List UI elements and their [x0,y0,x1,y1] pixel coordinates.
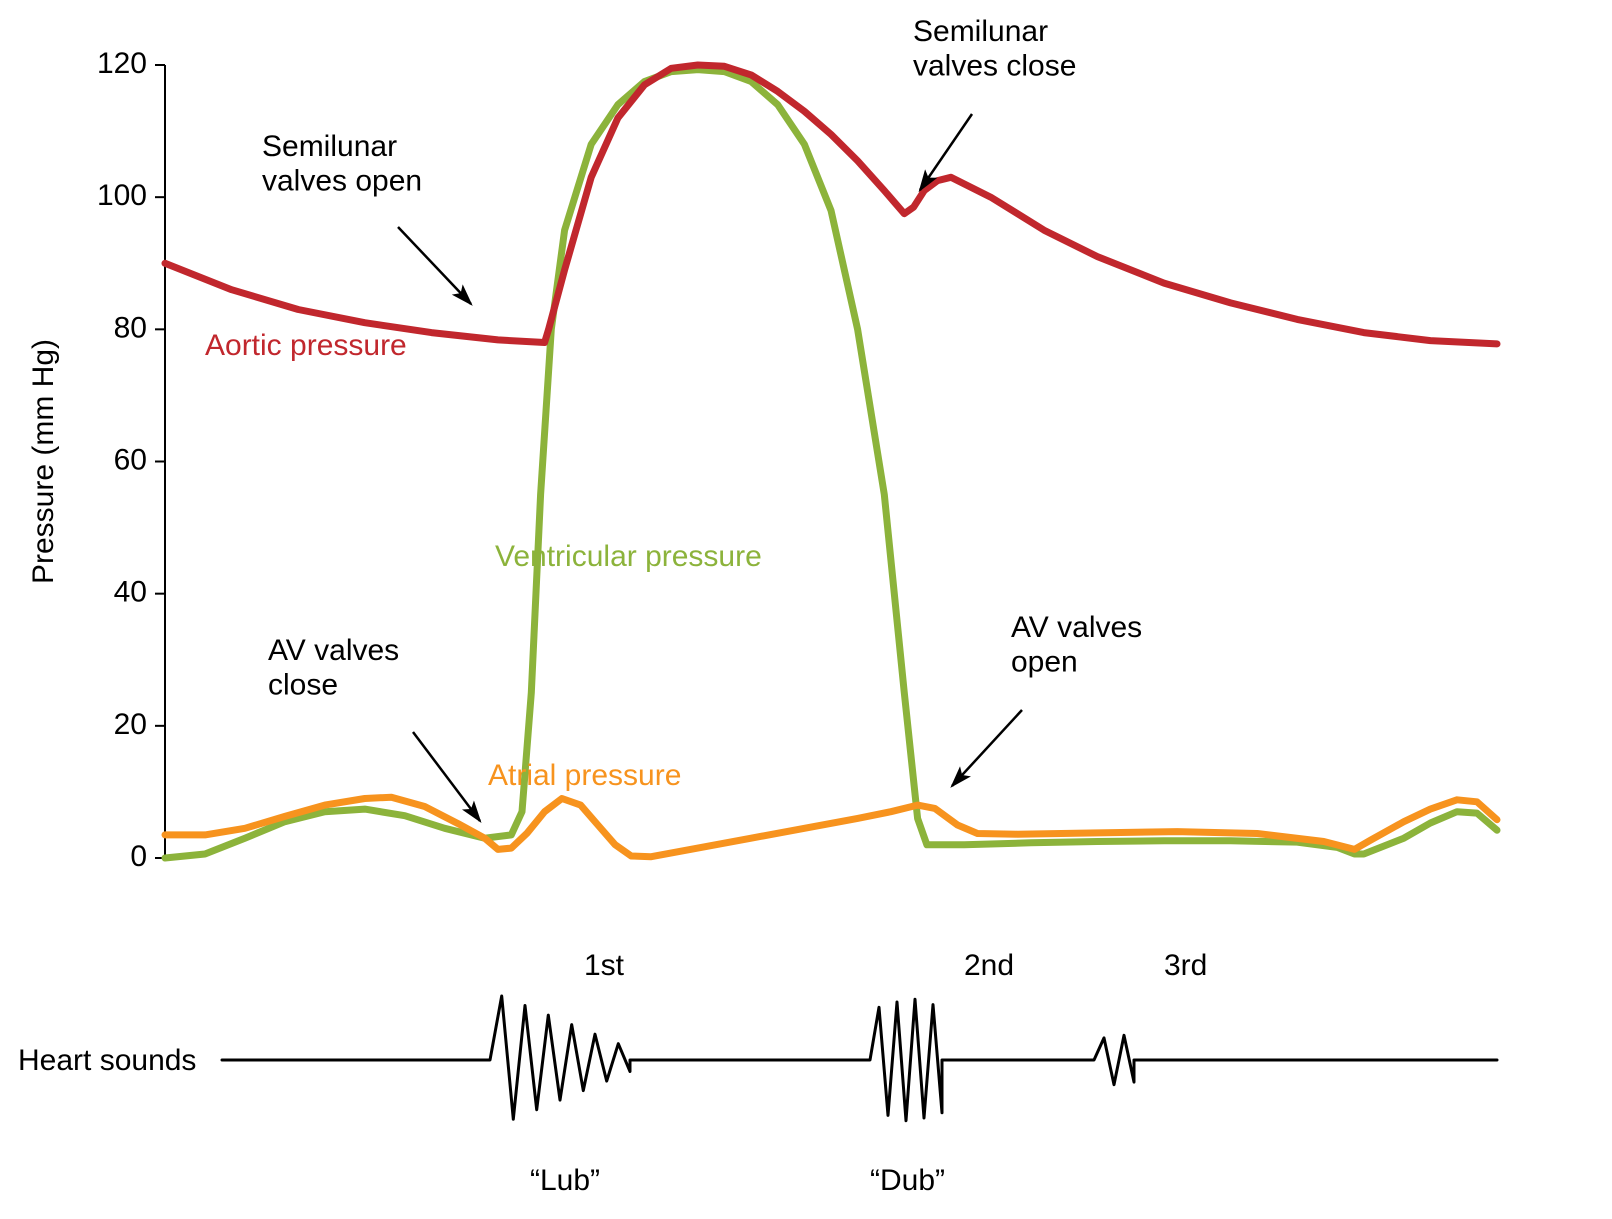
atrial-pressure-label: Atrial pressure [488,759,681,792]
heart-sound-subtitle-second: “Dub” [870,1164,945,1197]
heart-sound-subtitle-first: “Lub” [530,1164,600,1197]
heart-sound-label-third: 3rd [1164,949,1207,982]
y-axis-tick-label: 120 [97,47,147,80]
y-axis-tick-label: 20 [114,708,147,741]
y-axis-tick-label: 40 [114,576,147,609]
y-axis-tick-label: 60 [114,443,147,476]
ventricular-pressure-label: Ventricular pressure [495,540,762,573]
aortic-pressure-label: Aortic pressure [205,329,407,362]
chart-background [0,0,1612,1219]
y-axis-label: Pressure (mm Hg) [27,339,60,584]
y-axis-tick-label: 0 [130,840,147,873]
y-axis-tick-label: 100 [97,179,147,212]
heart-sounds-label: Heart sounds [18,1044,196,1077]
heart-sound-label-first: 1st [584,949,625,982]
y-axis-tick-label: 80 [114,311,147,344]
heart-sound-label-second: 2nd [964,949,1014,982]
